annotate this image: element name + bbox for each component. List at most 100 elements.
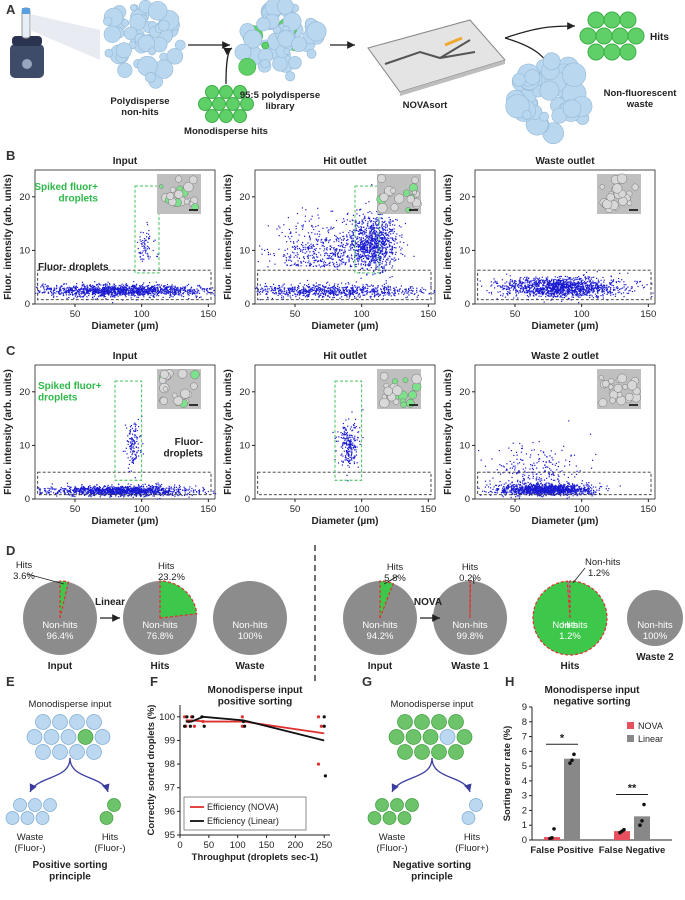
data-point (332, 291, 335, 293)
data-point (398, 225, 401, 227)
data-point (559, 292, 561, 295)
data-point (553, 288, 555, 290)
data-point (586, 294, 588, 297)
data-point (502, 293, 504, 295)
data-point (509, 280, 511, 282)
data-point (368, 252, 371, 254)
micrograph-droplet (166, 192, 175, 200)
data-point (303, 290, 305, 293)
gate-box (134, 185, 160, 274)
data-point (381, 290, 383, 292)
data-point (315, 288, 318, 290)
data-point (373, 256, 376, 258)
data-point (391, 245, 393, 247)
droplet (103, 16, 113, 26)
x-axis-label: Diameter (µm) (312, 321, 379, 332)
scatter-points (479, 271, 654, 304)
data-point (379, 255, 382, 257)
data-point (375, 239, 377, 241)
data-point (345, 239, 348, 242)
data-point (351, 242, 353, 244)
data-point (529, 282, 531, 284)
data-point (292, 286, 294, 288)
data-point (95, 290, 98, 292)
data-point (578, 281, 580, 283)
data-point (133, 291, 135, 293)
data-point (366, 242, 368, 244)
data-point (370, 262, 372, 264)
data-point (318, 295, 320, 297)
data-point (341, 263, 343, 265)
data-point (142, 294, 144, 297)
data-point (619, 291, 621, 293)
data-point (173, 292, 175, 294)
data-point (284, 249, 286, 251)
data-point (83, 287, 85, 290)
data-point (148, 296, 150, 298)
data-point (361, 289, 363, 291)
data-point (345, 288, 347, 290)
data-point (122, 291, 125, 293)
data-point (278, 289, 281, 291)
data-point (313, 248, 315, 250)
data-point (341, 258, 343, 260)
data-point (433, 290, 435, 292)
data-point (630, 287, 632, 289)
data-point (142, 242, 144, 244)
data-point (578, 293, 580, 295)
data-point (310, 218, 312, 220)
data-point (544, 285, 546, 287)
data-point (56, 296, 58, 298)
data-point (122, 288, 124, 291)
data-point (372, 244, 374, 246)
green-droplet (219, 109, 233, 123)
data-point (362, 242, 364, 244)
data-point (291, 246, 293, 248)
data-point (99, 294, 102, 297)
data-point (334, 255, 336, 257)
data-point (395, 286, 397, 288)
data-point (125, 284, 127, 287)
data-point (520, 285, 522, 287)
data-point (295, 264, 297, 266)
micrograph-droplet (169, 186, 176, 193)
data-point (61, 291, 63, 293)
data-point (533, 293, 535, 295)
data-point (104, 295, 106, 298)
data-point (513, 286, 515, 288)
data-point (388, 231, 391, 233)
data-point (357, 261, 359, 263)
data-point (359, 249, 361, 251)
data-point (313, 284, 315, 286)
data-point (400, 252, 402, 255)
data-point (314, 290, 317, 292)
data-point (395, 259, 397, 261)
data-point (393, 243, 395, 245)
data-point (346, 242, 348, 244)
data-point (603, 290, 605, 292)
data-point (132, 292, 134, 294)
data-point (53, 288, 55, 290)
data-point (537, 288, 539, 290)
data-point (388, 243, 390, 245)
data-point (362, 245, 364, 248)
plot-frame (34, 169, 216, 305)
data-point (589, 276, 591, 278)
droplet (129, 13, 147, 31)
data-point (354, 250, 357, 252)
data-point (572, 294, 575, 296)
data-point (371, 254, 373, 256)
data-point (359, 256, 361, 258)
data-point (366, 293, 368, 295)
data-point (330, 210, 332, 212)
data-point (384, 236, 386, 239)
data-point (140, 243, 142, 245)
data-point (200, 286, 202, 288)
data-point (363, 287, 365, 289)
data-point (530, 287, 532, 289)
data-point (165, 288, 167, 291)
data-point (285, 260, 288, 262)
data-point (383, 243, 385, 246)
data-point (166, 283, 169, 286)
data-point (124, 294, 126, 297)
